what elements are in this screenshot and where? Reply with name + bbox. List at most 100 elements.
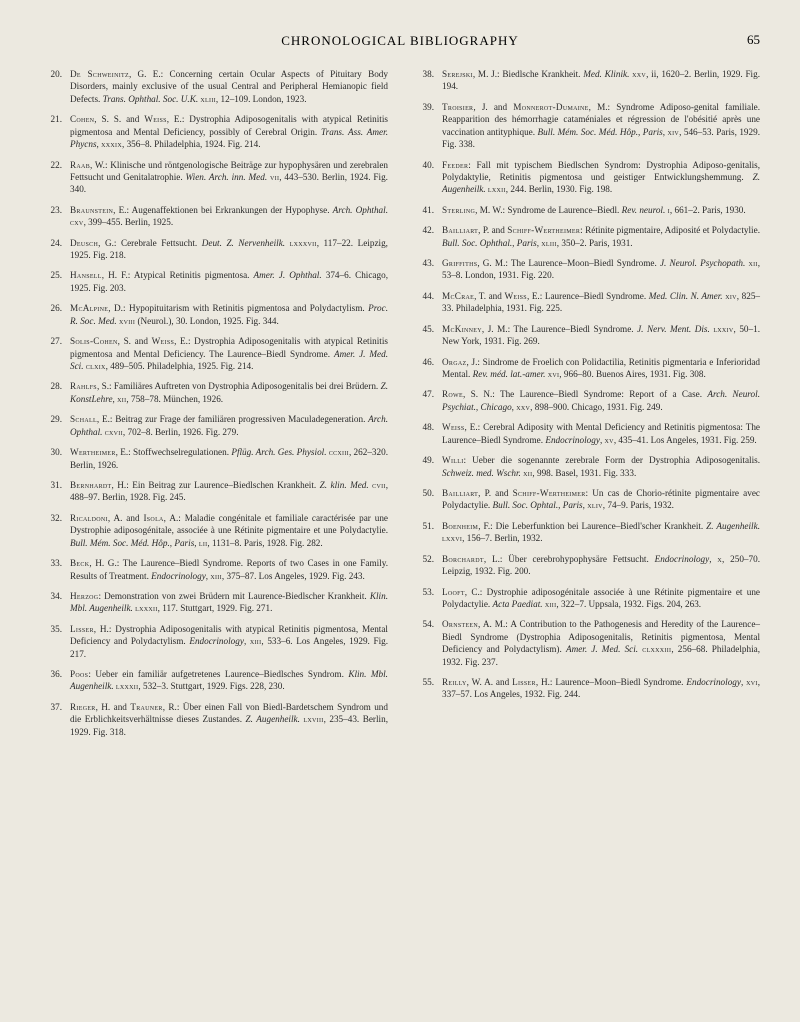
- entry-number: 26.: [40, 302, 70, 327]
- entry-number: 42.: [412, 224, 442, 249]
- entry-text: De Schweinitz, G. E.: Concerning certain…: [70, 68, 388, 105]
- entry-number: 21.: [40, 113, 70, 150]
- bibliography-entry: 50.Bailliart, P. and Schiff-Wertheimer: …: [412, 487, 760, 512]
- entry-text: Orgaz, J.: Sindrome de Froelich con Poli…: [442, 356, 760, 381]
- entry-text: Hansell, H. F.: Atypical Retinitis pigme…: [70, 269, 388, 294]
- bibliography-entry: 25.Hansell, H. F.: Atypical Retinitis pi…: [40, 269, 388, 294]
- entry-number: 20.: [40, 68, 70, 105]
- left-column: 20.De Schweinitz, G. E.: Concerning cert…: [40, 68, 388, 746]
- entry-text: Herzog: Demonstration von zwei Brüdern m…: [70, 590, 388, 615]
- entry-text: Sterling, M. W.: Syndrome de Laurence–Bi…: [442, 204, 760, 216]
- entry-text: Bailliart, P. and Schiff-Wertheimer: Un …: [442, 487, 760, 512]
- entry-text: Griffiths, G. M.: The Laurence–Moon–Bied…: [442, 257, 760, 282]
- entry-text: Lisser, H.: Dystrophia Adiposogenitalis …: [70, 623, 388, 660]
- bibliography-entry: 33.Beck, H. G.: The Laurence–Biedl Syndr…: [40, 557, 388, 582]
- entry-text: Feeder: Fall mit typischem Biedlschen Sy…: [442, 159, 760, 196]
- bibliography-entry: 42.Bailliart, P. and Schiff-Wertheimer: …: [412, 224, 760, 249]
- right-column: 38.Serejski, M. J.: Biedlsche Krankheit.…: [412, 68, 760, 746]
- entry-text: Weiss, E.: Cerebral Adiposity with Menta…: [442, 421, 760, 446]
- bibliography-entry: 29.Schall, E.: Beitrag zur Frage der fam…: [40, 413, 388, 438]
- entry-number: 48.: [412, 421, 442, 446]
- columns-container: 20.De Schweinitz, G. E.: Concerning cert…: [40, 68, 760, 746]
- entry-text: Looft, C.: Dystrophie adiposogénitale as…: [442, 586, 760, 611]
- bibliography-entry: 28.Rahlfs, S.: Familiäres Auftreten von …: [40, 380, 388, 405]
- bibliography-entry: 36.Poos: Ueber ein familiär aufgetretene…: [40, 668, 388, 693]
- page-number: 65: [747, 32, 760, 48]
- entry-text: Deusch, G.: Cerebrale Fettsucht. Deut. Z…: [70, 237, 388, 262]
- entry-number: 28.: [40, 380, 70, 405]
- entry-text: Rowe, S. N.: The Laurence–Biedl Syndrome…: [442, 388, 760, 413]
- bibliography-entry: 34.Herzog: Demonstration von zwei Brüder…: [40, 590, 388, 615]
- bibliography-entry: 46.Orgaz, J.: Sindrome de Froelich con P…: [412, 356, 760, 381]
- entry-number: 30.: [40, 446, 70, 471]
- entry-text: McKinney, J. M.: The Laurence–Biedl Synd…: [442, 323, 760, 348]
- entry-text: Beck, H. G.: The Laurence–Biedl Syndrome…: [70, 557, 388, 582]
- entry-text: Boenheim, F.: Die Leberfunktion bei Laur…: [442, 520, 760, 545]
- entry-number: 33.: [40, 557, 70, 582]
- entry-number: 27.: [40, 335, 70, 372]
- entry-text: Cohen, S. S. and Weiss, E.: Dystrophia A…: [70, 113, 388, 150]
- page-header: CHRONOLOGICAL BIBLIOGRAPHY 65: [40, 32, 760, 50]
- entry-number: 32.: [40, 512, 70, 549]
- entry-text: Reilly, W. A. and Lisser, H.: Laurence–M…: [442, 676, 760, 701]
- entry-number: 34.: [40, 590, 70, 615]
- bibliography-entry: 53.Looft, C.: Dystrophie adiposogénitale…: [412, 586, 760, 611]
- entry-number: 40.: [412, 159, 442, 196]
- bibliography-entry: 47.Rowe, S. N.: The Laurence–Biedl Syndr…: [412, 388, 760, 413]
- entry-text: Borchardt, L.: Über cerebrohypophysäre F…: [442, 553, 760, 578]
- entry-text: Raab, W.: Klinische und röntgenologische…: [70, 159, 388, 196]
- entry-number: 45.: [412, 323, 442, 348]
- bibliography-entry: 40.Feeder: Fall mit typischem Biedlschen…: [412, 159, 760, 196]
- bibliography-entry: 26.McAlpine, D.: Hypopituitarism with Re…: [40, 302, 388, 327]
- bibliography-entry: 51.Boenheim, F.: Die Leberfunktion bei L…: [412, 520, 760, 545]
- entry-number: 38.: [412, 68, 442, 93]
- entry-number: 22.: [40, 159, 70, 196]
- entry-text: Poos: Ueber ein familiär aufgetretenes L…: [70, 668, 388, 693]
- entry-number: 54.: [412, 618, 442, 668]
- bibliography-entry: 54.Ornsteen, A. M.: A Contribution to th…: [412, 618, 760, 668]
- bibliography-entry: 27.Solis-Cohen, S. and Weiss, E.: Dystro…: [40, 335, 388, 372]
- bibliography-entry: 37.Rieger, H. and Trauner, R.: Über eine…: [40, 701, 388, 738]
- entry-text: Rieger, H. and Trauner, R.: Über einen F…: [70, 701, 388, 738]
- entry-number: 50.: [412, 487, 442, 512]
- entry-text: Bailliart, P. and Schiff-Wertheimer: Rét…: [442, 224, 760, 249]
- entry-number: 36.: [40, 668, 70, 693]
- page-container: CHRONOLOGICAL BIBLIOGRAPHY 65 20.De Schw…: [0, 0, 800, 766]
- entry-text: Willi: Ueber die sogenannte zerebrale Fo…: [442, 454, 760, 479]
- entry-text: Rahlfs, S.: Familiäres Auftreten von Dys…: [70, 380, 388, 405]
- entry-text: Serejski, M. J.: Biedlsche Krankheit. Me…: [442, 68, 760, 93]
- entry-number: 23.: [40, 204, 70, 229]
- bibliography-entry: 21.Cohen, S. S. and Weiss, E.: Dystrophi…: [40, 113, 388, 150]
- entry-number: 24.: [40, 237, 70, 262]
- entry-text: McAlpine, D.: Hypopituitarism with Retin…: [70, 302, 388, 327]
- bibliography-entry: 52.Borchardt, L.: Über cerebrohypophysär…: [412, 553, 760, 578]
- bibliography-entry: 22.Raab, W.: Klinische und röntgenologis…: [40, 159, 388, 196]
- entry-number: 49.: [412, 454, 442, 479]
- bibliography-entry: 24.Deusch, G.: Cerebrale Fettsucht. Deut…: [40, 237, 388, 262]
- entry-number: 31.: [40, 479, 70, 504]
- bibliography-entry: 45.McKinney, J. M.: The Laurence–Biedl S…: [412, 323, 760, 348]
- page-title: CHRONOLOGICAL BIBLIOGRAPHY: [281, 33, 519, 49]
- entry-number: 35.: [40, 623, 70, 660]
- entry-number: 44.: [412, 290, 442, 315]
- entry-number: 51.: [412, 520, 442, 545]
- entry-number: 52.: [412, 553, 442, 578]
- entry-number: 47.: [412, 388, 442, 413]
- entry-text: Schall, E.: Beitrag zur Frage der famili…: [70, 413, 388, 438]
- bibliography-entry: 23.Braunstein, E.: Augenaffektionen bei …: [40, 204, 388, 229]
- entry-number: 46.: [412, 356, 442, 381]
- entry-text: Braunstein, E.: Augenaffektionen bei Erk…: [70, 204, 388, 229]
- bibliography-entry: 41.Sterling, M. W.: Syndrome de Laurence…: [412, 204, 760, 216]
- bibliography-entry: 30.Wertheimer, E.: Stoffwechselregulatio…: [40, 446, 388, 471]
- bibliography-entry: 44.McCrae, T. and Weiss, E.: Laurence–Bi…: [412, 290, 760, 315]
- bibliography-entry: 31.Bernhardt, H.: Ein Beitrag zur Lauren…: [40, 479, 388, 504]
- bibliography-entry: 38.Serejski, M. J.: Biedlsche Krankheit.…: [412, 68, 760, 93]
- entry-number: 53.: [412, 586, 442, 611]
- entry-number: 43.: [412, 257, 442, 282]
- entry-number: 55.: [412, 676, 442, 701]
- entry-text: Wertheimer, E.: Stoffwechselregulationen…: [70, 446, 388, 471]
- entry-number: 25.: [40, 269, 70, 294]
- entry-text: Ornsteen, A. M.: A Contribution to the P…: [442, 618, 760, 668]
- entry-text: Ricaldoni, A. and Isola, A.: Maladie con…: [70, 512, 388, 549]
- bibliography-entry: 39.Troisier, J. and Monnerot-Dumaine, M.…: [412, 101, 760, 151]
